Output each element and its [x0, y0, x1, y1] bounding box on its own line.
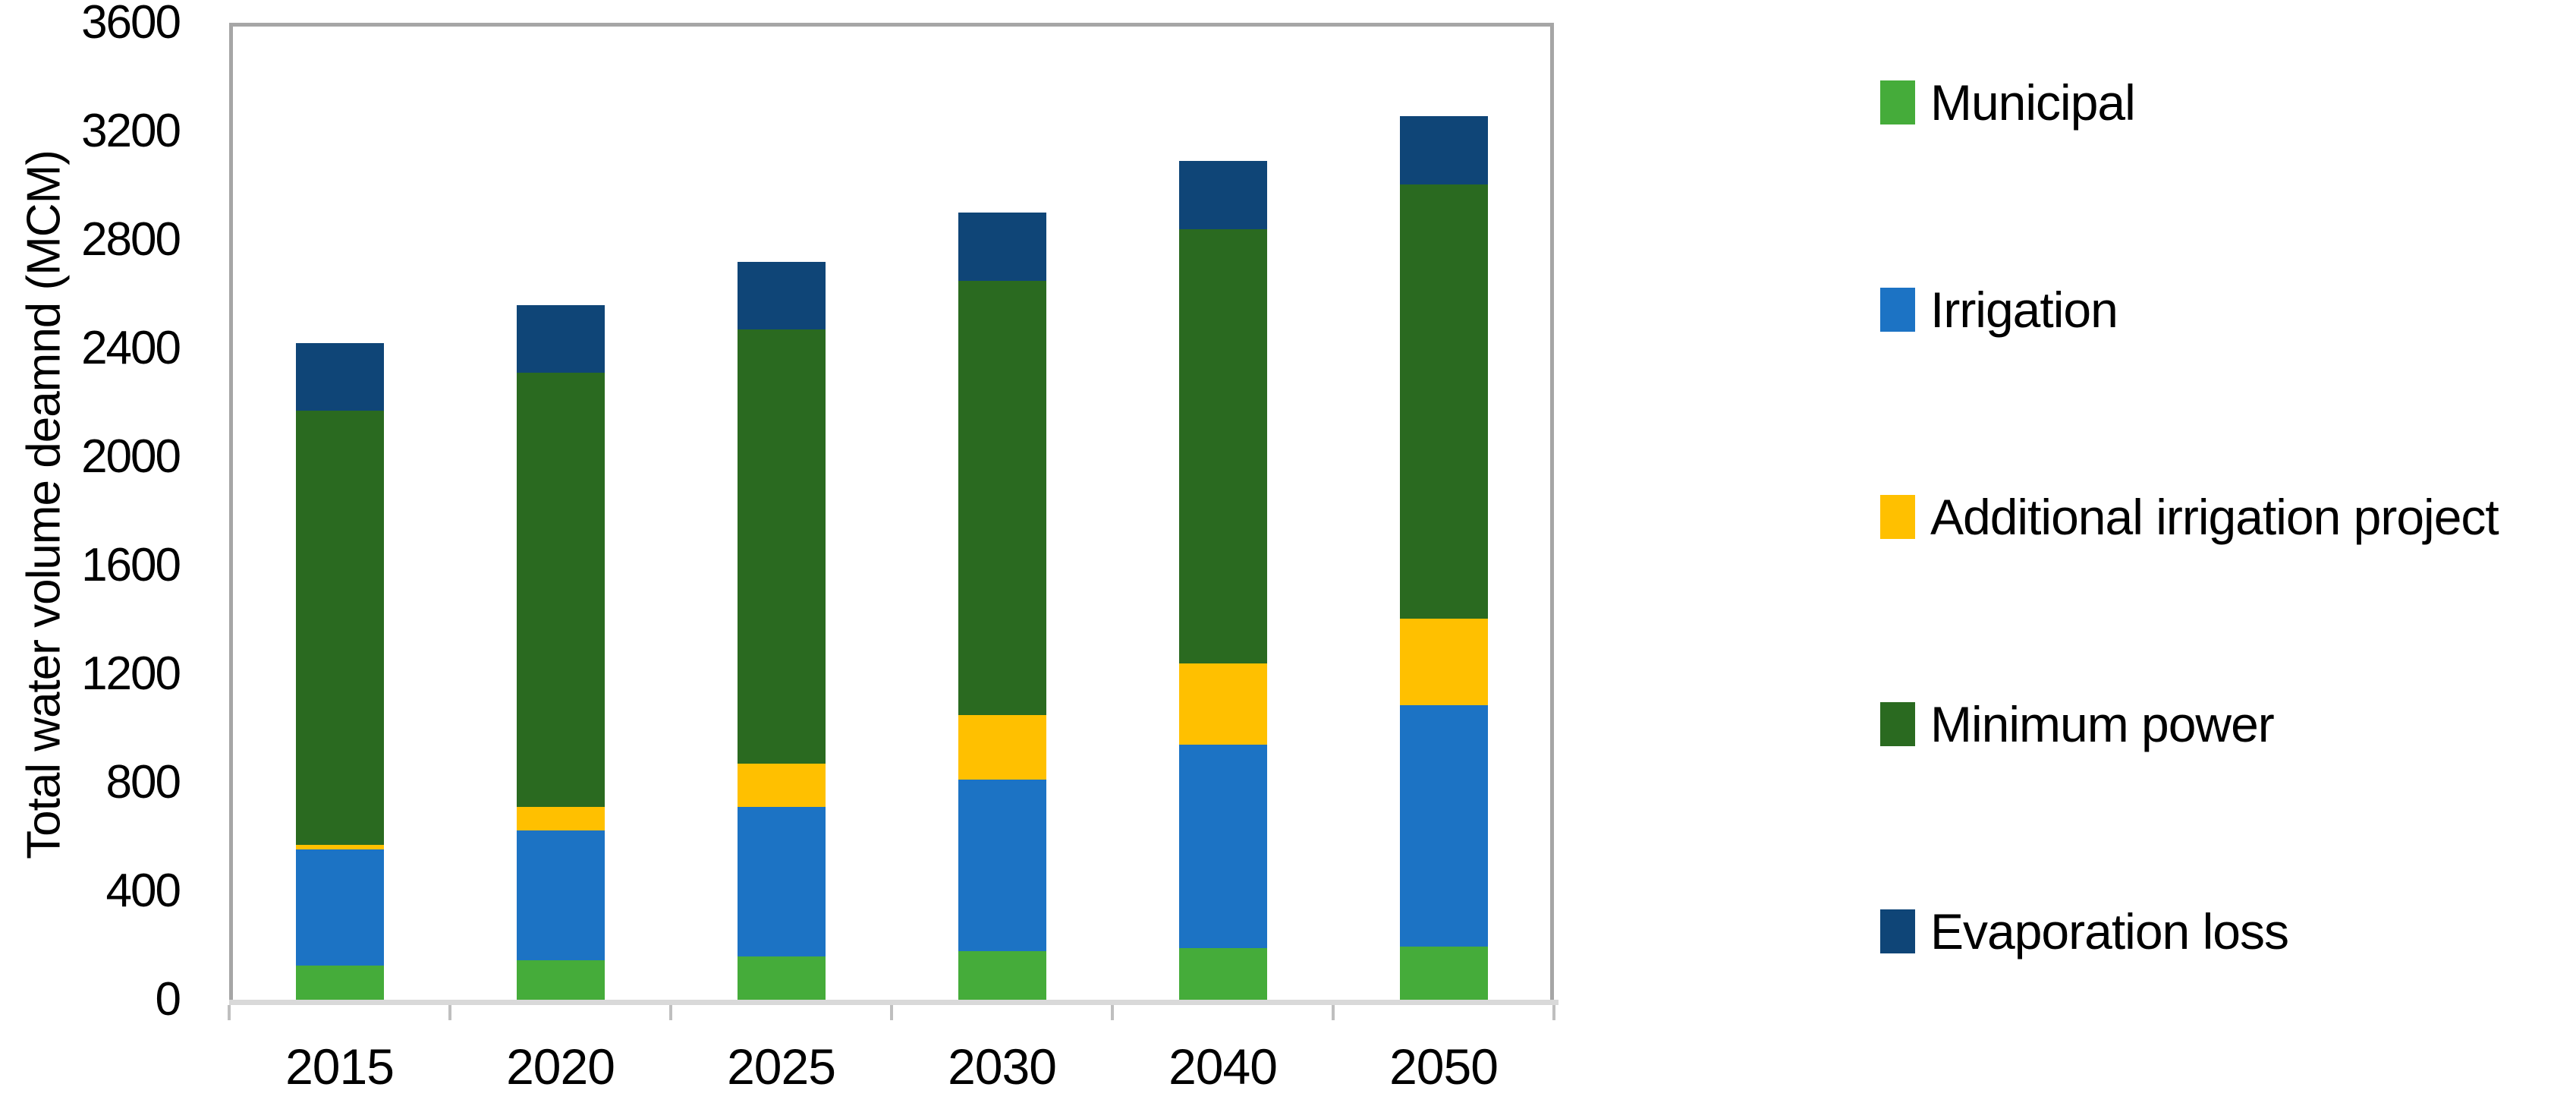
bar-segment-2020-municipal	[516, 960, 605, 1000]
x-tick-label: 2020	[506, 1038, 615, 1095]
x-tick-label: 2025	[727, 1038, 836, 1095]
bar-segment-2020-irrigation	[516, 830, 605, 961]
bar-segment-2040-additional-irrigation-project	[1178, 663, 1267, 745]
legend-item-minimum-power: Minimum power	[1880, 696, 2275, 752]
x-axis-tick	[1111, 1005, 1114, 1020]
bar-segment-2050-municipal	[1399, 947, 1488, 1000]
bar-segment-2050-irrigation	[1399, 705, 1488, 947]
bar-segment-2025-irrigation	[737, 807, 826, 956]
legend-label: Additional irrigation project	[1930, 489, 2499, 545]
x-axis-tick	[448, 1005, 451, 1020]
bar-segment-2030-evaporation-loss	[958, 213, 1046, 281]
legend-swatch	[1880, 495, 1915, 539]
bar-segment-2050-additional-irrigation-project	[1399, 618, 1488, 706]
bar-segment-2030-irrigation	[958, 780, 1046, 951]
y-tick-label: 400	[105, 865, 181, 917]
x-axis-tick	[1552, 1005, 1555, 1020]
bar-segment-2040-evaporation-loss	[1178, 161, 1267, 229]
bar-segment-2025-municipal	[737, 956, 826, 1000]
y-tick-label: 2800	[81, 213, 181, 266]
bar-segment-2040-minimum-power	[1178, 228, 1267, 663]
bar-segment-2015-minimum-power	[295, 411, 384, 846]
bar-segment-2040-municipal	[1178, 948, 1267, 1000]
legend-swatch	[1880, 909, 1915, 953]
x-tick-label: 2050	[1389, 1038, 1499, 1095]
legend-label: Irrigation	[1930, 282, 2118, 338]
bar-segment-2040-irrigation	[1178, 744, 1267, 949]
legend-swatch	[1880, 702, 1915, 746]
legend-item-irrigation: Irrigation	[1880, 282, 2118, 338]
bar-segment-2030-municipal	[958, 950, 1046, 1000]
bar-segment-2030-minimum-power	[958, 280, 1046, 715]
x-axis-tick	[669, 1005, 672, 1020]
y-tick-label: 0	[155, 973, 181, 1026]
bar-segment-2015-irrigation	[295, 849, 384, 966]
y-tick-label: 3600	[81, 0, 181, 49]
legend-item-evaporation-loss: Evaporation loss	[1880, 903, 2289, 959]
x-tick-label: 2040	[1168, 1038, 1278, 1095]
bar-segment-2050-minimum-power	[1399, 184, 1488, 619]
x-axis-tick	[1332, 1005, 1335, 1020]
bar-segment-2015-municipal	[295, 966, 384, 1000]
bar-segment-2050-evaporation-loss	[1399, 116, 1488, 184]
bar-segment-2015-additional-irrigation-project	[295, 845, 384, 849]
x-axis-line	[229, 1000, 1558, 1005]
x-axis-tick	[228, 1005, 231, 1020]
legend-item-municipal: Municipal	[1880, 74, 2136, 131]
bar-segment-2025-evaporation-loss	[737, 261, 826, 329]
legend-swatch	[1880, 288, 1915, 332]
y-tick-label: 1200	[81, 648, 181, 700]
legend-item-additional-irrigation-project: Additional irrigation project	[1880, 489, 2499, 545]
y-tick-label: 1600	[81, 539, 181, 591]
y-tick-label: 2400	[81, 322, 181, 374]
legend-label: Municipal	[1930, 74, 2136, 131]
x-tick-label: 2030	[948, 1038, 1057, 1095]
plot-area	[229, 23, 1554, 1000]
x-axis-tick	[890, 1005, 893, 1020]
y-tick-label: 2000	[81, 430, 181, 483]
bar-segment-2025-additional-irrigation-project	[737, 763, 826, 808]
legend-label: Evaporation loss	[1930, 903, 2289, 959]
bar-segment-2025-minimum-power	[737, 329, 826, 764]
legend-label: Minimum power	[1930, 696, 2275, 752]
legend-swatch	[1880, 80, 1915, 124]
y-tick-label: 800	[105, 756, 181, 808]
bar-segment-2030-additional-irrigation-project	[958, 714, 1046, 780]
bar-segment-2015-evaporation-loss	[295, 342, 384, 411]
x-tick-label: 2015	[285, 1038, 395, 1095]
bar-segment-2020-additional-irrigation-project	[516, 807, 605, 830]
y-tick-label: 3200	[81, 105, 181, 157]
bar-segment-2020-evaporation-loss	[516, 304, 605, 373]
bar-segment-2020-minimum-power	[516, 373, 605, 808]
